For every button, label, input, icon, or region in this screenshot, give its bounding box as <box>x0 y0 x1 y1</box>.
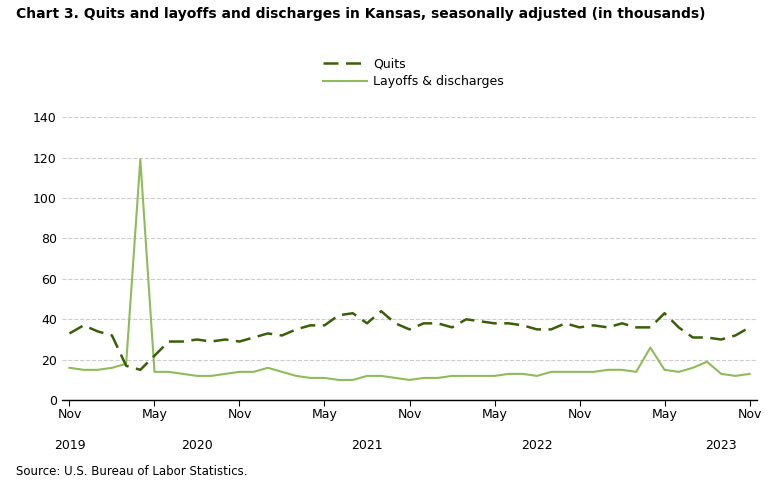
Text: 2022: 2022 <box>521 439 553 452</box>
Text: Chart 3. Quits and layoffs and discharges in Kansas, seasonally adjusted (in tho: Chart 3. Quits and layoffs and discharge… <box>16 7 705 21</box>
Text: Source: U.S. Bureau of Labor Statistics.: Source: U.S. Bureau of Labor Statistics. <box>16 465 247 478</box>
Text: 2021: 2021 <box>351 439 383 452</box>
Text: 2019: 2019 <box>54 439 85 452</box>
Legend: Quits, Layoffs & discharges: Quits, Layoffs & discharges <box>323 58 504 88</box>
Text: 2020: 2020 <box>181 439 213 452</box>
Text: 2023: 2023 <box>705 439 737 452</box>
